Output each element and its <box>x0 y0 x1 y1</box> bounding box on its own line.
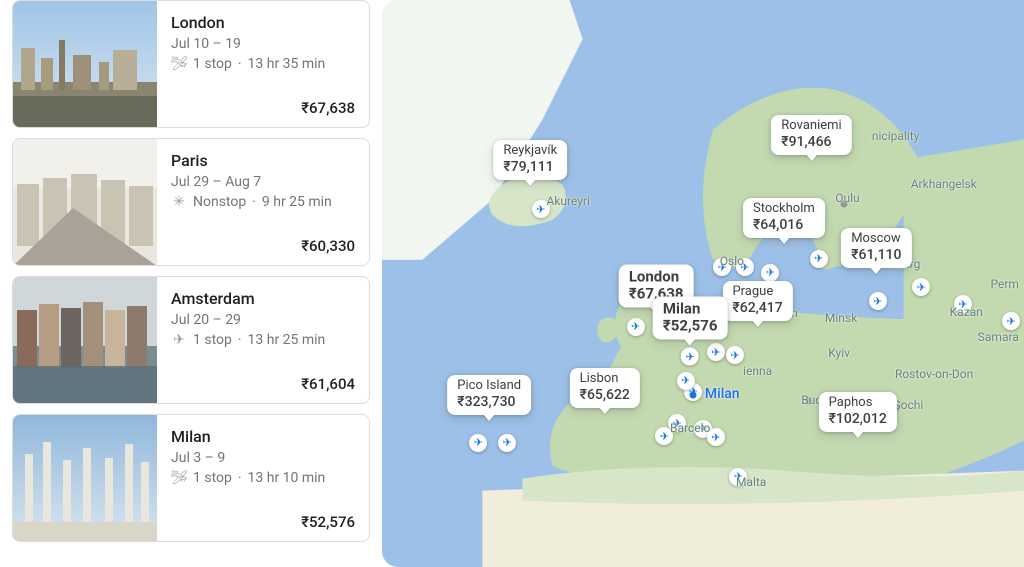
map-price-pin[interactable]: Rovaniemi₹91,466 <box>771 115 851 161</box>
map-dot-marker[interactable]: ✈ <box>627 314 645 332</box>
map-dot-marker[interactable]: ✈ <box>532 196 550 214</box>
map-pin-city: Lisbon <box>580 372 630 387</box>
destination-dates: Jul 29 – Aug 7 <box>171 172 355 192</box>
map-price-pin[interactable]: Reykjavík₹79,111 <box>493 140 567 186</box>
destination-city: Paris <box>171 150 355 172</box>
destination-thumb <box>13 139 157 265</box>
map-dot-marker[interactable]: ✈ <box>498 430 516 448</box>
destination-stops: Nonstop <box>193 194 246 210</box>
destination-card[interactable]: Amsterdam Jul 20 – 29 ✈ 1 stop· 13 hr 25… <box>12 276 370 404</box>
map-dot-marker[interactable]: ✈ <box>655 423 673 441</box>
airline-icon: ✈ <box>171 332 187 348</box>
map-pin-price: ₹62,417 <box>732 299 782 315</box>
destination-price: ₹52,576 <box>171 513 355 531</box>
map-pin-city: Pico Island <box>457 379 521 394</box>
destination-city: Milan <box>171 426 355 448</box>
map-pin-city: Reykjavík <box>503 144 557 159</box>
destination-card-body: London Jul 10 – 19 🛩 1 stop· 13 hr 35 mi… <box>157 1 369 127</box>
map-price-pin[interactable]: Paphos₹102,012 <box>819 392 897 438</box>
destination-card-body: Paris Jul 29 – Aug 7 ✳ Nonstop· 9 hr 25 … <box>157 139 369 265</box>
map-dot-marker[interactable]: ✈ <box>713 254 731 272</box>
map-poi-dot <box>690 391 697 398</box>
destination-dates: Jul 10 – 19 <box>171 34 355 54</box>
map-dot-marker[interactable]: ✈ <box>677 368 695 386</box>
destination-price: ₹67,638 <box>171 99 355 117</box>
map-pin-price: ₹91,466 <box>781 134 841 150</box>
destination-card-body: Milan Jul 3 – 9 🛩 1 stop· 13 hr 10 min ₹… <box>157 415 369 541</box>
destination-duration: 13 hr 25 min <box>248 332 326 348</box>
destination-dates: Jul 20 – 29 <box>171 310 355 330</box>
destination-meta: ✳ Nonstop· 9 hr 25 min <box>171 194 355 210</box>
map-price-pin[interactable]: Milan₹52,576✈ <box>653 296 728 366</box>
destination-city: London <box>171 12 355 34</box>
map-pin-price: ₹102,012 <box>829 411 887 427</box>
destination-stops: 1 stop <box>193 332 232 348</box>
destination-price: ₹60,330 <box>171 237 355 255</box>
map-dot-marker[interactable]: ✈ <box>954 291 972 309</box>
destination-card-list: London Jul 10 – 19 🛩 1 stop· 13 hr 35 mi… <box>0 0 382 567</box>
map-pin-city: Stockholm <box>753 202 815 217</box>
map-pin-city: London <box>629 268 684 285</box>
map-pin-price: ₹323,730 <box>457 394 521 410</box>
map-dot-marker[interactable]: ✈ <box>707 424 725 442</box>
map-dot-marker[interactable]: ✈ <box>726 342 744 360</box>
destination-thumb <box>13 1 157 127</box>
map-dot-marker[interactable]: ✈ <box>810 246 828 264</box>
destination-duration: 9 hr 25 min <box>262 194 332 210</box>
map-pin-price: ₹79,111 <box>503 159 557 175</box>
map-pin-city: Milan <box>663 300 718 317</box>
destination-dates: Jul 3 – 9 <box>171 448 355 468</box>
map-dot-marker[interactable]: ✈ <box>736 254 754 272</box>
map-price-pin[interactable]: Pico Island₹323,730 <box>447 375 531 421</box>
airline-icon: ✳ <box>171 194 187 210</box>
map-price-pin[interactable]: Lisbon₹65,622 <box>570 368 640 414</box>
destination-card[interactable]: Milan Jul 3 – 9 🛩 1 stop· 13 hr 10 min ₹… <box>12 414 370 542</box>
map-pin-price: ₹65,622 <box>580 387 630 403</box>
map-pin-city: Rovaniemi <box>781 119 841 134</box>
map-poi-dot <box>805 398 812 405</box>
destination-card[interactable]: Paris Jul 29 – Aug 7 ✳ Nonstop· 9 hr 25 … <box>12 138 370 266</box>
map-dot-marker[interactable]: ✈ <box>761 260 779 278</box>
destination-meta: ✈ 1 stop· 13 hr 25 min <box>171 332 355 348</box>
map-pin-price: ₹52,576 <box>663 317 718 334</box>
destination-meta: 🛩 1 stop· 13 hr 35 min <box>171 56 355 72</box>
destination-meta: 🛩 1 stop· 13 hr 10 min <box>171 470 355 486</box>
destination-stops: 1 stop <box>193 470 232 486</box>
destination-card-body: Amsterdam Jul 20 – 29 ✈ 1 stop· 13 hr 25… <box>157 277 369 403</box>
destination-duration: 13 hr 35 min <box>248 56 326 72</box>
destination-city: Amsterdam <box>171 288 355 310</box>
map-pin-city: Prague <box>732 285 782 300</box>
destination-thumb <box>13 277 157 403</box>
map-dot-marker[interactable]: ✈ <box>729 464 747 482</box>
map-price-pin[interactable]: Prague₹62,417 <box>722 281 792 327</box>
destination-card[interactable]: London Jul 10 – 19 🛩 1 stop· 13 hr 35 mi… <box>12 0 370 128</box>
map-dot-marker[interactable]: ✈ <box>869 288 887 306</box>
map-price-pin[interactable]: Stockholm₹64,016 <box>743 198 825 244</box>
map-dot-marker[interactable]: ✈ <box>1002 308 1020 326</box>
explore-map[interactable]: ✈✈✈✈✈✈✈✈✈✈✈✈✈✈✈✈✈✈✈✈✈OuluArkhangelskAkur… <box>382 0 1024 567</box>
airline-icon: 🛩 <box>171 56 187 72</box>
map-dot-marker[interactable]: ✈ <box>912 274 930 292</box>
airline-icon: 🛩 <box>171 470 187 486</box>
map-poi-dot <box>841 201 848 208</box>
map-pin-price: ₹64,016 <box>753 217 815 233</box>
destination-price: ₹61,604 <box>171 375 355 393</box>
map-price-pin[interactable]: Moscow₹61,110 <box>841 228 911 274</box>
destination-stops: 1 stop <box>193 56 232 72</box>
map-pin-city: Paphos <box>829 396 887 411</box>
map-pin-price: ₹61,110 <box>851 247 901 263</box>
map-dot-marker[interactable]: ✈ <box>469 430 487 448</box>
destination-thumb <box>13 415 157 541</box>
destination-duration: 13 hr 10 min <box>248 470 326 486</box>
map-pin-city: Moscow <box>851 232 901 247</box>
